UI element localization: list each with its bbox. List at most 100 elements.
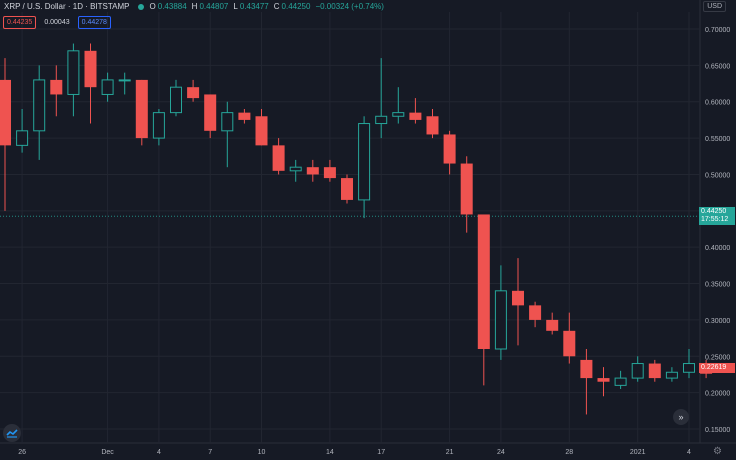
candle xyxy=(563,312,576,364)
candle xyxy=(255,109,268,146)
candle xyxy=(443,130,456,175)
chart-legend: XRP / U.S. Dollar · 1D · BITSTAMP O 0.438… xyxy=(4,2,389,11)
candle xyxy=(683,349,695,379)
candle xyxy=(597,367,610,397)
candle xyxy=(665,367,678,382)
bar-countdown: 17:55:12 xyxy=(701,216,729,223)
candle xyxy=(648,359,661,382)
candle xyxy=(426,109,439,139)
candle-body xyxy=(67,50,80,95)
price-tick-label: 0.25000 xyxy=(705,354,730,361)
candle xyxy=(50,65,63,117)
candle-body xyxy=(375,115,388,125)
candle-body xyxy=(494,290,507,350)
candle-body xyxy=(50,79,63,95)
last-price-value: 0.44250 xyxy=(701,208,727,215)
candle xyxy=(204,94,217,139)
candle-body xyxy=(33,79,46,132)
candle-body xyxy=(255,116,268,146)
candles-layer xyxy=(0,43,713,415)
price-tick-label: 0.50000 xyxy=(705,172,730,179)
candle xyxy=(221,101,234,168)
candle xyxy=(289,159,302,182)
candle xyxy=(0,58,11,211)
spread-value: 0.00043 xyxy=(44,19,70,26)
low-label: L xyxy=(233,2,238,11)
candle-body xyxy=(597,378,610,382)
candle xyxy=(631,356,644,382)
time-tick-label: 7 xyxy=(208,449,212,456)
candle-body xyxy=(118,79,131,82)
candle xyxy=(614,370,627,389)
candle xyxy=(546,312,559,335)
time-tick-label: 28 xyxy=(565,449,573,456)
candle xyxy=(375,58,388,139)
open-value: 0.43884 xyxy=(157,2,187,11)
candle-body xyxy=(529,305,542,320)
price-tick-label: 0.55000 xyxy=(705,136,730,143)
candle-body xyxy=(289,166,302,172)
price-tick-label: 0.65000 xyxy=(705,63,730,70)
candle xyxy=(341,174,353,204)
time-tick-label: 10 xyxy=(258,449,266,456)
time-tick-label: Dec xyxy=(101,449,114,456)
candle xyxy=(67,43,80,117)
price-tick-label: 0.35000 xyxy=(705,282,730,289)
candle xyxy=(84,43,97,124)
candle-body xyxy=(426,116,439,135)
currency-button[interactable]: USD xyxy=(703,1,726,12)
candle xyxy=(306,159,319,182)
candle-body xyxy=(84,50,97,88)
symbol-title[interactable]: XRP / U.S. Dollar · 1D · BITSTAMP xyxy=(4,2,130,11)
close-label: C xyxy=(273,2,280,11)
last-price-badge: 0.44250 17:55:12 xyxy=(699,207,735,225)
candle xyxy=(392,87,405,124)
trade-panel: 0.44235 0.00043 0.44278 xyxy=(3,16,111,29)
candle xyxy=(460,156,473,233)
price-tick-label: 0.70000 xyxy=(705,27,730,34)
gear-icon[interactable]: ⚙ xyxy=(713,446,722,457)
candle xyxy=(580,349,593,415)
candle-body xyxy=(272,145,285,171)
high-label: H xyxy=(191,2,198,11)
candle xyxy=(16,109,29,153)
sell-button[interactable]: 0.44235 xyxy=(3,16,37,29)
candle xyxy=(323,159,336,182)
candle-body xyxy=(580,359,593,379)
candle xyxy=(118,72,131,95)
candle xyxy=(272,138,285,175)
time-tick-label: 17 xyxy=(377,449,385,456)
candle-body xyxy=(648,363,661,379)
tradingview-logo-icon[interactable] xyxy=(3,424,21,442)
candle-body xyxy=(665,371,678,379)
candle xyxy=(358,116,371,219)
time-axis[interactable]: 26 Dec 4 7 10 14 17 21 24 28 2021 4 xyxy=(18,449,691,456)
candle-body xyxy=(170,86,182,114)
candle-body xyxy=(238,112,251,120)
time-tick-label: 24 xyxy=(497,449,505,456)
candle-body xyxy=(358,123,371,201)
candle xyxy=(512,258,524,346)
price-tick-label: 0.40000 xyxy=(705,245,730,252)
candle-body xyxy=(323,167,336,179)
price-tick-label: 0.15000 xyxy=(705,427,730,434)
candle xyxy=(170,79,182,117)
candle-body xyxy=(16,130,29,146)
candle xyxy=(33,65,46,160)
candle-body xyxy=(0,79,11,146)
candle xyxy=(409,98,422,124)
candle-body xyxy=(546,319,559,331)
low-value: 0.43477 xyxy=(239,2,269,11)
candle-body xyxy=(101,79,114,95)
candle-body xyxy=(443,134,456,164)
candle xyxy=(187,79,200,102)
scroll-to-realtime-icon[interactable]: » xyxy=(673,409,689,425)
buy-button[interactable]: 0.44278 xyxy=(77,16,111,29)
candle xyxy=(477,214,490,386)
candle xyxy=(494,265,507,360)
time-tick-label: 2021 xyxy=(630,449,646,456)
time-tick-label: 26 xyxy=(18,449,26,456)
market-open-dot-icon xyxy=(137,3,144,10)
candle-body xyxy=(152,112,165,139)
